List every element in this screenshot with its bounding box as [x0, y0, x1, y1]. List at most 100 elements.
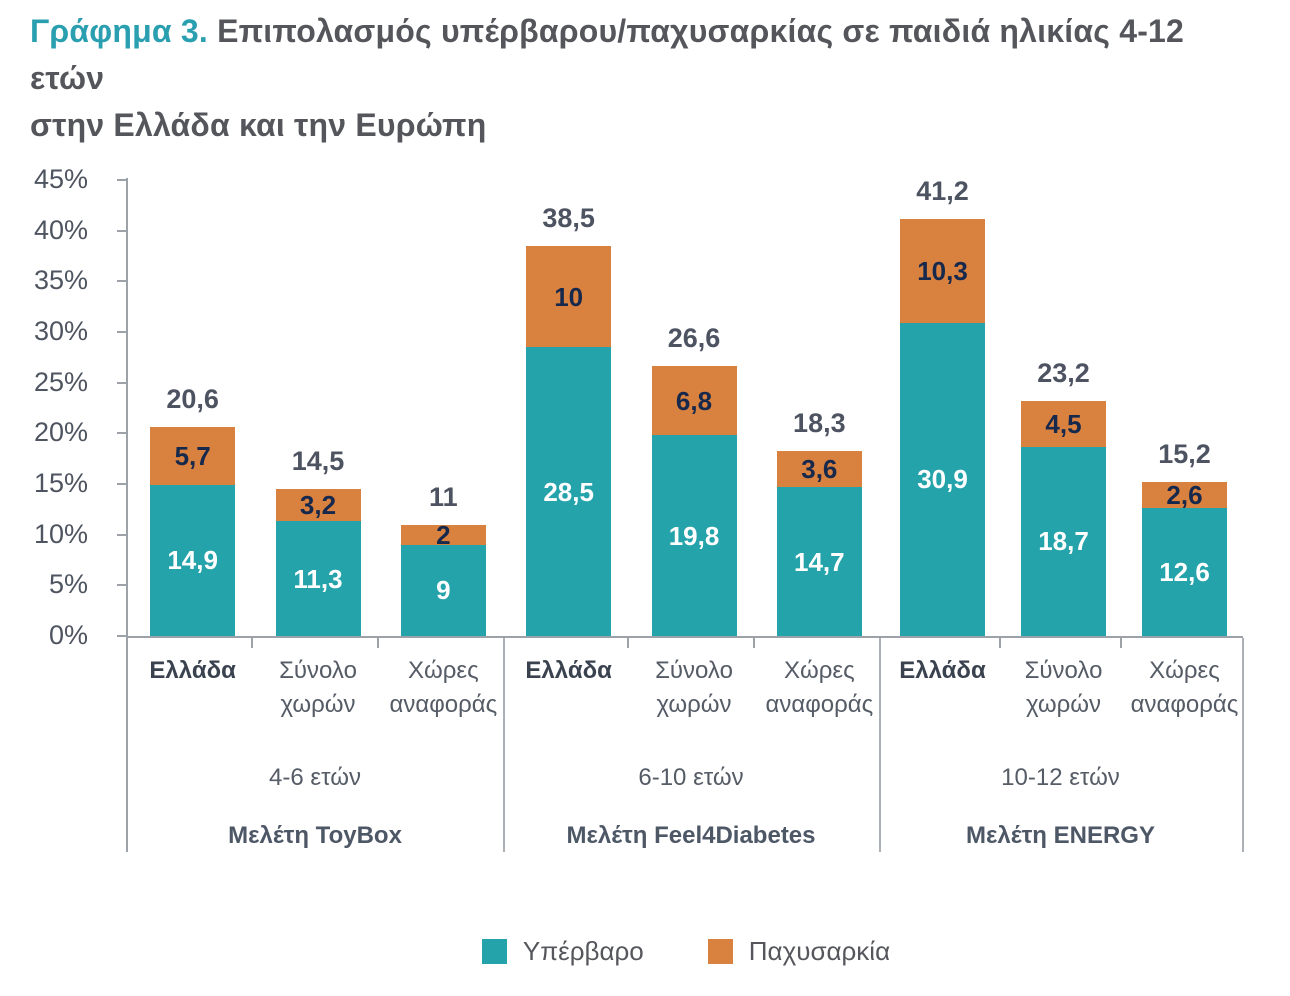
obesity-value-label: 10,3: [917, 255, 968, 286]
bar-segment-overweight: 14,9: [150, 485, 236, 636]
y-axis-tick-mark: [117, 179, 127, 181]
y-axis-tick-label: 45%: [33, 163, 88, 194]
y-axis-line: [126, 178, 128, 852]
bar-total-label: 41,2: [916, 175, 969, 206]
age-group-label: 6-10 ετών: [638, 764, 744, 791]
y-axis-tick-mark: [117, 533, 127, 536]
bar-segment-overweight: 11,3: [275, 521, 361, 636]
bar-segment-overweight: 30,9: [900, 322, 985, 636]
bar-segment-obesity: 3,6: [776, 450, 862, 488]
y-axis-tick-label: 5%: [48, 569, 88, 600]
obesity-value-label: 4,5: [1045, 408, 1082, 439]
overweight-value-label: 30,9: [917, 464, 968, 495]
y-axis-tick-mark: [117, 331, 127, 333]
overweight-value-label: 18,7: [1038, 526, 1089, 557]
bar-segment-overweight: 14,7: [776, 487, 862, 636]
y-axis-tick-mark: [117, 381, 127, 384]
y-axis-tick-mark: [117, 432, 127, 435]
y-axis-tick-mark: [117, 280, 127, 283]
age-group-label: 10-12 ετών: [1001, 764, 1120, 791]
category-tick-mark: [999, 638, 1001, 648]
study-name-label: Μελέτη ENERGY: [966, 822, 1155, 849]
y-axis-tick-label: 30%: [33, 315, 88, 346]
bar-segment-obesity: 2: [400, 519, 486, 550]
bar-total-label: 11: [429, 481, 458, 512]
y-axis-tick-label: 20%: [33, 417, 88, 448]
obesity-value-label: 2,6: [1166, 480, 1203, 511]
bar-total-label: 14,5: [291, 446, 345, 477]
category-tick-mark: [1120, 638, 1122, 648]
y-axis-tick-label: 15%: [33, 467, 88, 498]
chart-number-label: Γράφημα 3.: [30, 13, 208, 49]
bar-total-label: 23,2: [1037, 357, 1090, 388]
bar-total-label: 20,6: [166, 384, 219, 415]
y-axis-tick-label: 35%: [33, 265, 88, 296]
legend-label-obesity: Παχυσαρκία: [748, 936, 891, 966]
y-axis-tick-label: 25%: [33, 366, 88, 397]
chart-title-line2: στην Ελλάδα και την Ευρώπη: [30, 107, 487, 143]
category-tick-mark: [752, 638, 755, 648]
legend-label-overweight: Υπέρβαρο: [522, 936, 644, 966]
bar-segment-overweight: 19,8: [651, 435, 737, 636]
x-axis-category-label: Ελλάδα: [525, 657, 612, 684]
overweight-swatch-icon: [481, 939, 507, 964]
y-axis-tick-mark: [117, 229, 127, 232]
chart-legend: Υπέρβαρο Παχυσαρκία: [130, 936, 1242, 967]
bar-segment-obesity: 2,6: [1142, 480, 1227, 511]
chart-title-line1: Γράφημα 3. Επιπολασμός υπέρβαρου/παχυσαρ…: [30, 8, 1260, 102]
bar-segment-obesity: 5,7: [150, 427, 236, 485]
group-divider-line: [879, 638, 881, 852]
x-axis-category-label: Χώρες αναφοράς: [1130, 657, 1239, 718]
bar-total-label: 26,6: [667, 323, 721, 354]
x-axis-category-label: Σύνολο χωρών: [655, 657, 733, 718]
obesity-value-label: 10: [554, 281, 584, 312]
bar-segment-overweight: 18,7: [1021, 446, 1106, 636]
category-tick-mark: [627, 638, 630, 648]
overweight-value-label: 14,9: [167, 545, 218, 576]
study-name-label: Μελέτη ToyBox: [228, 822, 402, 849]
bar-segment-obesity: 3,2: [275, 489, 361, 522]
overweight-value-label: 9: [436, 575, 451, 606]
overweight-value-label: 11,3: [293, 563, 343, 594]
overweight-value-label: 12,6: [1159, 557, 1210, 588]
x-axis-category-label: Ελλάδα: [149, 657, 236, 684]
obesity-value-label: 2: [436, 519, 451, 550]
y-axis-tick-label: 0%: [48, 619, 88, 650]
y-axis-tick-mark: [117, 635, 127, 637]
chart-title-text: Επιπολασμός υπέρβαρου/παχυσαρκίας σε παι…: [30, 13, 1185, 96]
group-divider-line: [503, 638, 505, 852]
y-axis-tick-label: 10%: [33, 518, 88, 549]
age-group-label: 4-6 ετών: [269, 764, 361, 791]
legend-item-overweight: Υπέρβαρο: [481, 936, 644, 967]
y-axis-tick-mark: [117, 483, 127, 485]
bar-total-label: 18,3: [793, 407, 846, 438]
overweight-value-label: 28,5: [543, 476, 594, 507]
bar-segment-obesity: 10: [526, 245, 612, 348]
y-axis-tick-label: 40%: [33, 214, 88, 245]
bar-segment-overweight: 9: [400, 544, 486, 636]
category-tick-mark: [376, 638, 379, 648]
overweight-value-label: 14,7: [794, 546, 845, 577]
obesity-swatch-icon: [707, 939, 733, 964]
bar-total-label: 38,5: [542, 202, 595, 233]
x-axis-category-label: Ελλάδα: [899, 657, 986, 684]
legend-item-obesity: Παχυσαρκία: [707, 936, 891, 967]
x-axis-category-label: Χώρες αναφοράς: [389, 657, 498, 718]
obesity-value-label: 5,7: [174, 441, 211, 472]
x-axis-baseline: [126, 636, 1243, 638]
x-axis-category-label: Σύνολο χωρών: [279, 657, 357, 718]
bar-segment-obesity: 6,8: [651, 366, 737, 436]
group-divider-line: [1242, 638, 1244, 852]
bar-segment-obesity: 4,5: [1021, 400, 1106, 447]
obesity-value-label: 3,2: [299, 490, 337, 521]
bar-segment-obesity: 10,3: [900, 218, 985, 323]
obesity-value-label: 6,8: [675, 385, 713, 416]
bar-total-label: 15,2: [1158, 438, 1211, 469]
x-axis-category-label: Σύνολο χωρών: [1024, 657, 1103, 718]
study-name-label: Μελέτη Feel4Diabetes: [566, 822, 816, 849]
bar-segment-overweight: 28,5: [526, 347, 612, 636]
x-axis-category-label: Χώρες αναφοράς: [765, 657, 874, 718]
obesity-value-label: 3,6: [801, 453, 838, 484]
chart-title: Γράφημα 3. Επιπολασμός υπέρβαρου/παχυσαρ…: [30, 8, 1260, 149]
